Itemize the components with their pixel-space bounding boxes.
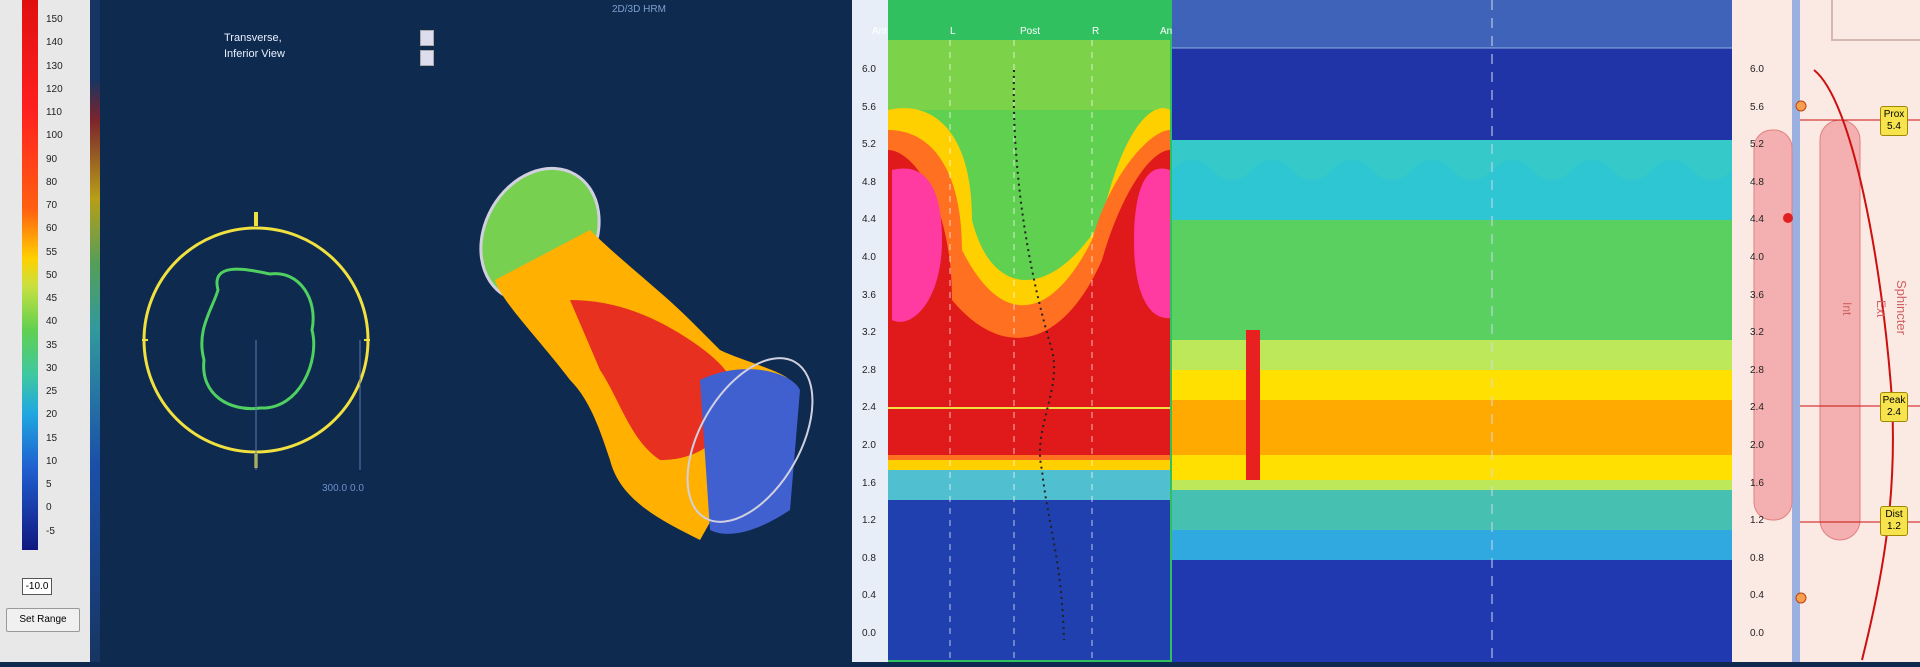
profile-y-label: 1.6 bbox=[1750, 477, 1764, 489]
dist-badge[interactable]: Dist 1.2 bbox=[1880, 506, 1908, 536]
prox-label: Prox bbox=[1883, 109, 1905, 120]
contour-y-label: 3.6 bbox=[862, 289, 876, 301]
colorbar-tick: 150 bbox=[46, 14, 63, 25]
colorbar-tick: 140 bbox=[46, 37, 63, 49]
contour-top-label: Ant bbox=[872, 26, 888, 37]
colorbar-tick: 60 bbox=[46, 223, 58, 235]
profile-y-label: 1.2 bbox=[1750, 515, 1764, 527]
contour-graphic bbox=[888, 40, 1170, 660]
pressure-colorbar bbox=[22, 0, 38, 550]
secondary-colorbar bbox=[90, 0, 100, 662]
colorbar-tick: 15 bbox=[46, 432, 58, 444]
flip-icon[interactable] bbox=[420, 50, 434, 66]
contour-y-label: 6.0 bbox=[862, 64, 876, 75]
contour-top-label: Ant bbox=[1160, 26, 1176, 37]
peak-label: Peak bbox=[1882, 395, 1906, 406]
profile-y-label: 4.8 bbox=[1750, 176, 1764, 188]
color-scale-panel bbox=[0, 0, 90, 662]
contour-top-label: L bbox=[950, 26, 956, 37]
axis-label-0: 0.0 bbox=[350, 483, 364, 494]
ext-label: Ext bbox=[1874, 300, 1888, 318]
int-label: Int bbox=[1840, 302, 1854, 316]
view-label-line2: Inferior View bbox=[224, 48, 285, 60]
dist-label: Dist bbox=[1885, 509, 1903, 520]
contour-y-label: 3.2 bbox=[862, 327, 876, 339]
profile-y-label: 0.0 bbox=[1750, 628, 1764, 639]
contour-y-label: 4.0 bbox=[862, 252, 876, 263]
peak-value: 2.4 bbox=[1887, 407, 1901, 418]
contour-y-label: 5.2 bbox=[862, 139, 876, 151]
sphincter-label: Sphincter bbox=[1894, 280, 1909, 335]
profile-y-label: 4.4 bbox=[1750, 214, 1764, 226]
colorbar-tick: 90 bbox=[46, 153, 58, 165]
colorbar-tick: 100 bbox=[46, 130, 63, 142]
profile-y-label: 3.6 bbox=[1750, 289, 1764, 301]
colorbar-tick: 30 bbox=[46, 362, 58, 374]
contour-top-label: Post bbox=[1020, 26, 1041, 37]
contour-y-label: 2.4 bbox=[862, 402, 876, 414]
colorbar-tick: 25 bbox=[46, 386, 58, 398]
prox-value: 5.4 bbox=[1887, 121, 1901, 132]
hrm-3d-view[interactable]: Transverse, Inferior View 300.0 0.0 bbox=[100, 0, 860, 662]
contour-y-label: 2.8 bbox=[862, 364, 876, 376]
colorbar-tick: 130 bbox=[46, 60, 63, 72]
colorbar-tick: 40 bbox=[46, 316, 58, 328]
spatiotemporal-graphic bbox=[1172, 0, 1732, 662]
contour-y-label: 2.0 bbox=[862, 440, 876, 451]
contour-y-label: 4.8 bbox=[862, 176, 876, 188]
min-range-input[interactable]: -10.0 bbox=[22, 578, 52, 595]
colorbar-tick: 50 bbox=[46, 269, 58, 281]
colorbar-tick: 120 bbox=[46, 83, 63, 95]
profile-y-label: 2.4 bbox=[1750, 402, 1764, 414]
profile-y-label: 2.8 bbox=[1750, 364, 1764, 376]
hrm-view-title: 2D/3D HRM bbox=[612, 4, 666, 15]
contour-y-label: 0.4 bbox=[862, 590, 876, 602]
cross-section-and-cylinder bbox=[142, 166, 814, 540]
profile-y-label: 5.6 bbox=[1750, 101, 1764, 113]
profile-y-label: 2.0 bbox=[1750, 440, 1764, 451]
contour-y-label: 4.4 bbox=[862, 214, 876, 226]
colorbar-tick: 5 bbox=[46, 479, 52, 491]
contour-y-label: 0.0 bbox=[862, 628, 876, 639]
contour-y-label: 1.6 bbox=[862, 477, 876, 489]
pressure-profile-panel[interactable]: 6.0 5.6 5.2 4.8 4.4 4.0 3.6 3.2 2.8 2.4 2.0 1.6 1.2 0… bbox=[1732, 0, 1920, 662]
profile-y-label: 3.2 bbox=[1750, 327, 1764, 339]
contour-top-label: R bbox=[1092, 26, 1100, 37]
contour-y-label: 1.2 bbox=[862, 515, 876, 527]
colorbar-tick: 20 bbox=[46, 409, 58, 421]
peak-badge[interactable]: Peak 2.4 bbox=[1880, 392, 1908, 422]
set-range-button[interactable]: Set Range bbox=[6, 608, 80, 632]
profile-y-label: 5.2 bbox=[1750, 139, 1764, 151]
colorbar-tick: 70 bbox=[46, 200, 58, 212]
contour-y-axis: 6.0 5.6 5.2 4.8 4.4 4.0 3.6 3.2 2.8 2.4 2.0 1.6 1.2 0… bbox=[852, 0, 888, 662]
spatiotemporal-pressure-plot[interactable] bbox=[1172, 0, 1732, 662]
profile-graphic bbox=[1753, 0, 1920, 662]
colorbar-tick: 10 bbox=[46, 455, 58, 467]
view-label-line1: Transverse, bbox=[224, 32, 282, 44]
colorbar-tick: 35 bbox=[46, 339, 58, 351]
axis-label-300: 300.0 bbox=[322, 483, 348, 494]
profile-y-label: 0.4 bbox=[1750, 590, 1764, 602]
prox-badge[interactable]: Prox 5.4 bbox=[1880, 106, 1908, 136]
colorbar-tick: 45 bbox=[46, 293, 58, 305]
colorbar-tick: 110 bbox=[46, 107, 62, 119]
contour-y-label: 0.8 bbox=[862, 552, 876, 564]
profile-y-label: 0.8 bbox=[1750, 552, 1764, 564]
colorbar-tick: 55 bbox=[46, 246, 58, 258]
contour-y-label: 5.6 bbox=[862, 101, 876, 113]
profile-y-label: 6.0 bbox=[1750, 64, 1764, 75]
colorbar-tick: 0 bbox=[46, 502, 52, 514]
colorbar-tick: 80 bbox=[46, 176, 58, 188]
profile-y-label: 4.0 bbox=[1750, 252, 1764, 263]
circumferential-contour-plot[interactable] bbox=[852, 0, 1172, 662]
colorbar-tick: -5 bbox=[46, 525, 55, 537]
rotate-icon[interactable] bbox=[420, 30, 434, 46]
dist-value: 1.2 bbox=[1887, 521, 1901, 532]
